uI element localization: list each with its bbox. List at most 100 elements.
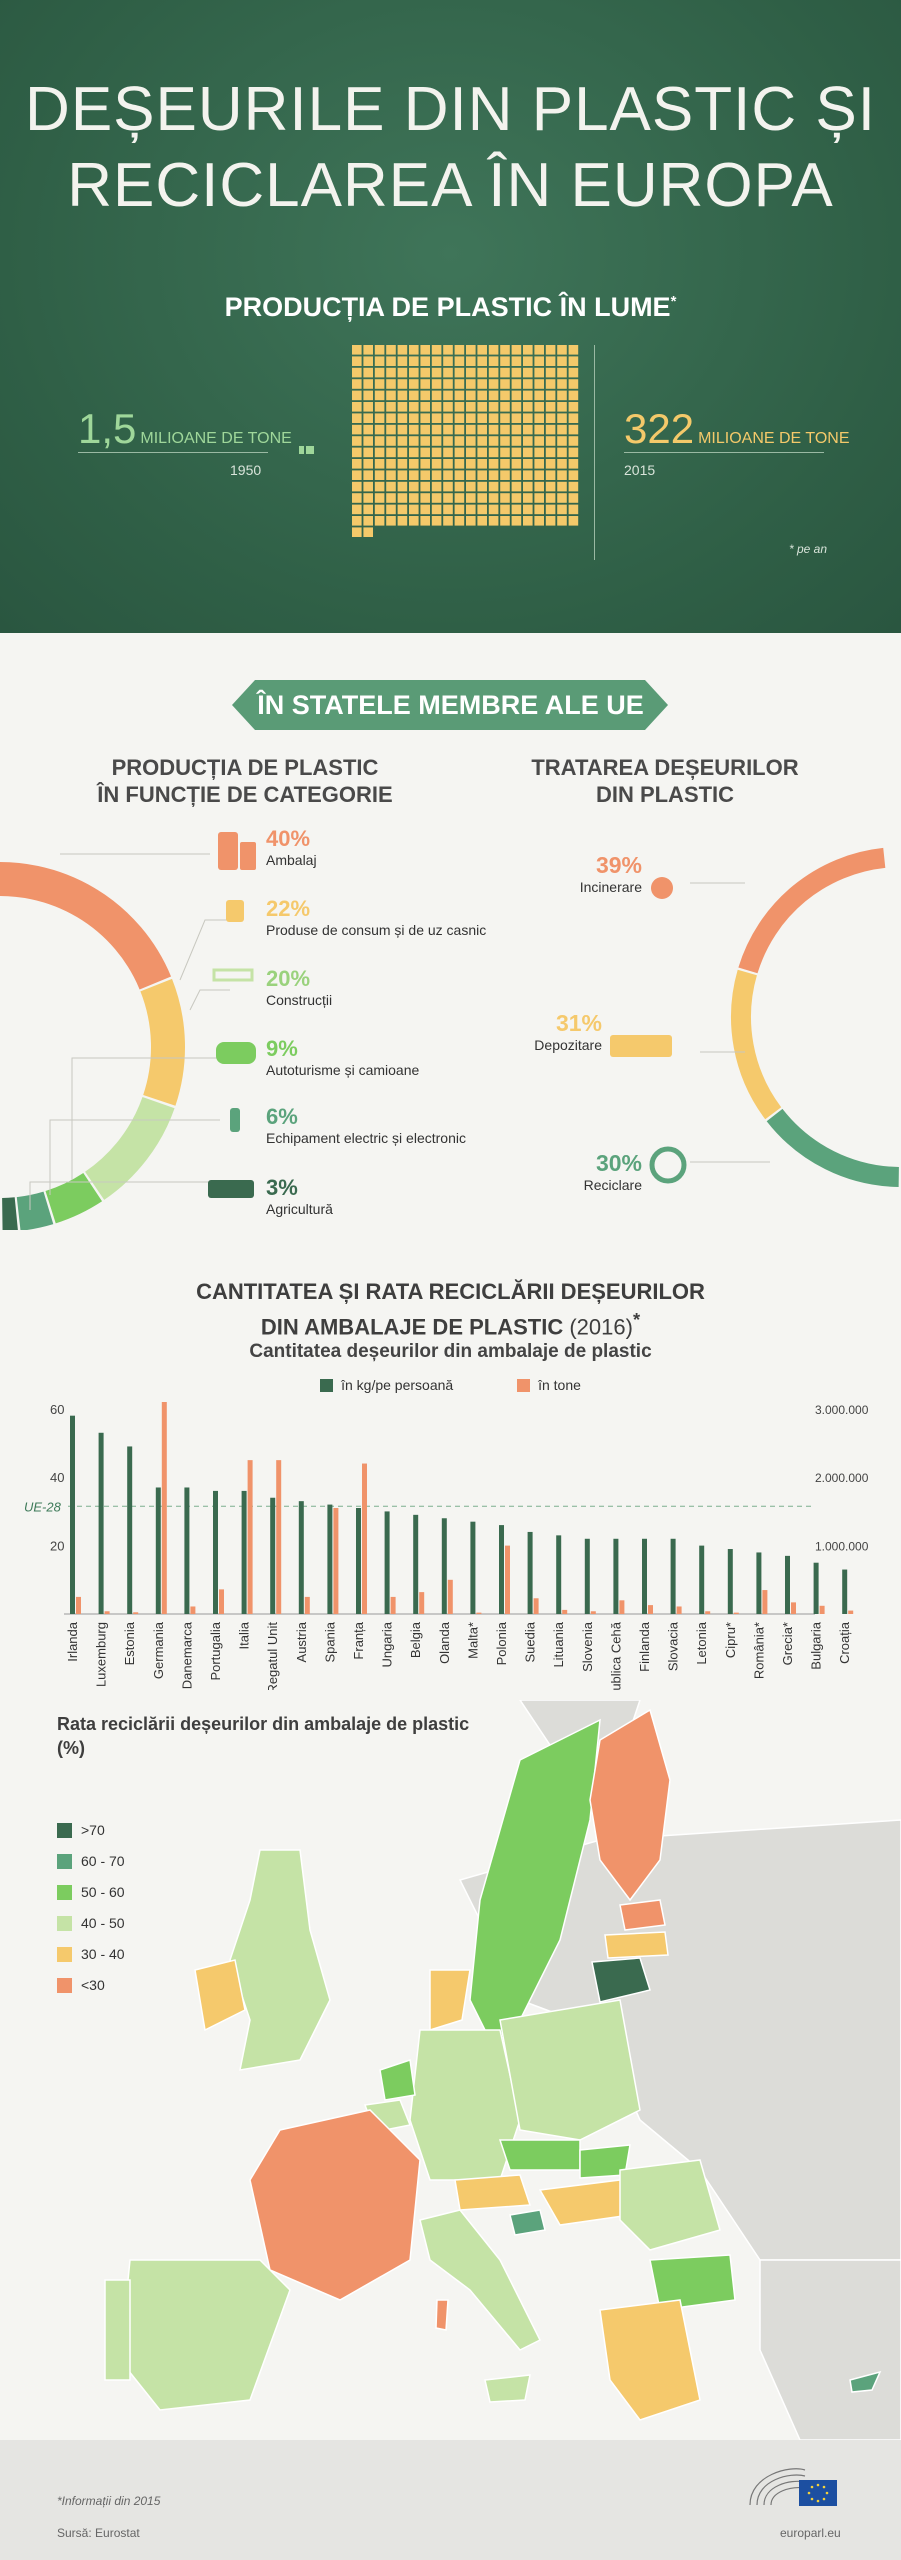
grid-square [488,436,499,446]
grid-square [557,356,567,366]
bar-tone [648,1605,653,1614]
x-tick-label: România* [751,1622,766,1679]
category-construction-label: Construcții [266,992,333,1008]
grid-square [477,390,487,401]
grid-square [500,424,510,435]
packaging-icon [218,832,238,870]
grid-square [443,424,453,435]
grid-square [363,367,373,378]
grid-square [568,504,579,515]
treatment-title-line-1: TRATAREA DEȘEURILOR [531,755,799,780]
grid-square [488,402,499,412]
treatment-arc [766,1108,900,1187]
grid-square [431,516,442,526]
grid-square [352,516,362,526]
grid-square [397,402,408,412]
grid-square [568,481,579,492]
grid-square [431,470,442,480]
map-legend-item: >70 [57,1822,125,1853]
map-legend-label: >70 [81,1822,105,1838]
grid-square [409,436,419,446]
grid-square [397,367,408,378]
bar-kg [642,1538,647,1614]
grid-square [386,390,396,401]
x-tick-label: Croația [837,1621,852,1664]
grid-square [431,493,442,503]
bar-title-line-1: CANTITATEA ȘI RATA RECICLĂRII DEȘEURILOR [196,1279,705,1304]
bar-tone [590,1611,596,1614]
bar-tone [104,1611,110,1614]
grid-square [488,481,499,492]
map-legend: >70 60 - 70 50 - 60 40 - 50 30 - 40 <30 [57,1822,125,2008]
grid-square [488,459,499,469]
category-agriculture-pct: 3% [266,1175,298,1200]
europarl-site[interactable]: europarl.eu [780,2526,841,2540]
grid-square [545,447,556,458]
grid-square [352,447,362,458]
map-legend-label: 50 - 60 [81,1884,125,1900]
bar-kg [756,1552,762,1614]
grid-square [523,356,533,366]
grid-square [363,459,373,469]
grid-square [352,345,362,355]
grid-square [477,481,487,492]
grid-square [374,516,385,526]
grid-square [431,356,442,366]
x-tick-label: Olanda [437,1621,452,1664]
grid-square [386,402,396,412]
left-tick-label: 20 [50,1539,64,1554]
grid-square [363,345,373,355]
grid-square [500,367,510,378]
grid-square [523,367,533,378]
category-leader [49,1119,220,1195]
x-tick-label: Regatul Unit [265,1622,280,1690]
grid-square [545,356,556,366]
grid-square [557,516,567,526]
grid-square [477,345,487,355]
grid-square [409,493,419,503]
grid-square [454,413,465,423]
grid-square [420,345,430,355]
grid-square [488,424,499,435]
grid-square [420,402,430,412]
grid-square [511,424,522,435]
grid-square [363,379,373,389]
grid-square [409,481,419,492]
grid-square [409,424,419,435]
bar-kg [785,1555,790,1614]
grid-square [397,459,408,469]
left-tick-label: 40 [50,1470,64,1485]
grid-square [500,345,510,355]
grid-square [386,447,396,458]
grid-square [557,436,567,446]
grid-square [443,493,453,503]
grid-square [545,390,556,401]
bar-tone [76,1596,81,1614]
grid-square [374,390,385,401]
grid-square [374,367,385,378]
grid-square [397,345,408,355]
grid-square [454,481,465,492]
bar-chart-subtitle: Cantitatea deșeurilor din ambalaje de pl… [249,1341,652,1362]
france-map [249,2109,421,2301]
map-legend-swatch [57,1854,72,1869]
page-title: DEȘEURILE DIN PLASTIC ȘI RECICLAREA ÎN E… [0,72,901,224]
map-legend-swatch [57,1978,72,1993]
grid-square [511,447,522,458]
grid-square [534,356,544,366]
donut-charts [0,832,900,1230]
grid-square [397,379,408,389]
grid-square [545,345,556,355]
dump-truck-icon [610,1035,672,1057]
europarl-logo[interactable] [745,2460,845,2515]
grid-square [397,413,408,423]
grid-square [431,345,442,355]
grid-divider [594,345,595,560]
grid-square [511,402,522,412]
grid-square [420,356,430,366]
chair-icon [226,900,244,922]
grid-square [420,367,430,378]
portugal-map [104,2279,131,2381]
car-icon [216,1042,256,1064]
grid-square [466,470,476,480]
